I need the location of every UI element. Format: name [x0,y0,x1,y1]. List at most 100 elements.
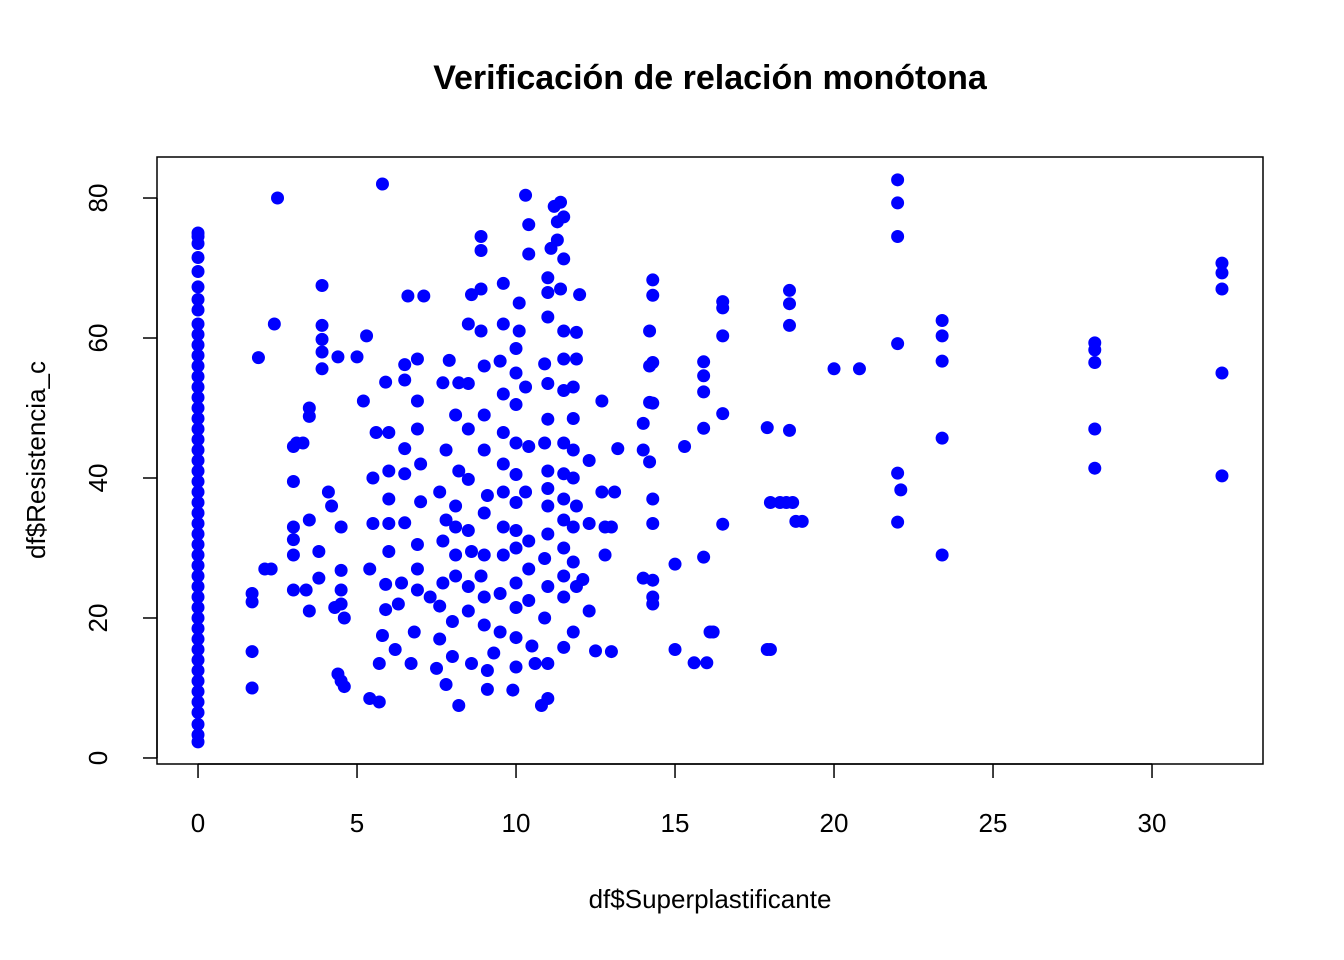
point [496,548,510,562]
point [474,230,488,244]
point [401,289,415,303]
point [509,600,523,614]
point [465,544,479,558]
point [496,387,510,401]
point [245,681,259,695]
point [461,317,475,331]
point [430,661,444,675]
point [191,303,205,317]
point [299,583,313,597]
point [636,416,650,430]
point [541,481,555,495]
point [541,310,555,324]
point [493,586,507,600]
point [398,516,412,530]
point [697,355,711,369]
point [267,317,281,331]
point [827,362,841,376]
point [191,590,205,604]
point [382,516,396,530]
x-tick-label: 25 [979,808,1008,838]
point [350,350,364,364]
point [541,656,555,670]
point [433,485,447,499]
point [509,541,523,555]
point [525,639,539,653]
chart-title: Verificación de relación monótona [433,59,988,97]
point [474,569,488,583]
point [522,218,536,232]
point [360,329,374,343]
point [668,557,682,571]
x-tick-label: 20 [820,808,849,838]
point [461,604,475,618]
point [410,352,424,366]
point [480,663,494,677]
point [410,422,424,436]
point [541,579,555,593]
point [191,495,205,509]
point [493,354,507,368]
point [286,520,300,534]
point [366,516,380,530]
point [538,611,552,625]
point [538,357,552,371]
point [245,645,259,659]
point [191,226,205,240]
point [477,506,491,520]
point [541,286,555,300]
point [445,614,459,628]
point [191,611,205,625]
point [407,625,421,639]
point [191,443,205,457]
point [191,380,205,394]
point [519,485,533,499]
x-axis-label: df$Superplastificante [589,884,832,914]
point [582,604,596,618]
point [191,474,205,488]
y-tick-label: 20 [83,604,113,633]
point [372,656,386,670]
point [395,576,409,590]
point [321,485,335,499]
point [449,548,463,562]
point [477,359,491,373]
point [191,558,205,572]
point [461,523,475,537]
point [795,514,809,528]
point [449,499,463,513]
point [474,282,488,296]
y-tick-label: 40 [83,464,113,493]
point [496,317,510,331]
point [433,599,447,613]
point [697,550,711,564]
point [452,464,466,478]
point [541,691,555,705]
point [1215,366,1229,380]
point [382,544,396,558]
point [557,210,571,224]
point [595,394,609,408]
point [569,325,583,339]
point [477,618,491,632]
point [541,499,555,513]
point [763,642,777,656]
point [480,488,494,502]
point [363,562,377,576]
point [417,289,431,303]
point [191,516,205,530]
point [852,362,866,376]
plot-frame [156,156,1264,765]
point [191,401,205,415]
point [191,717,205,731]
point [506,683,520,697]
point [461,472,475,486]
point [414,495,428,509]
point [538,436,552,450]
point [191,579,205,593]
point [604,645,618,659]
point [566,555,580,569]
point [509,523,523,537]
point [191,695,205,709]
point [191,705,205,719]
